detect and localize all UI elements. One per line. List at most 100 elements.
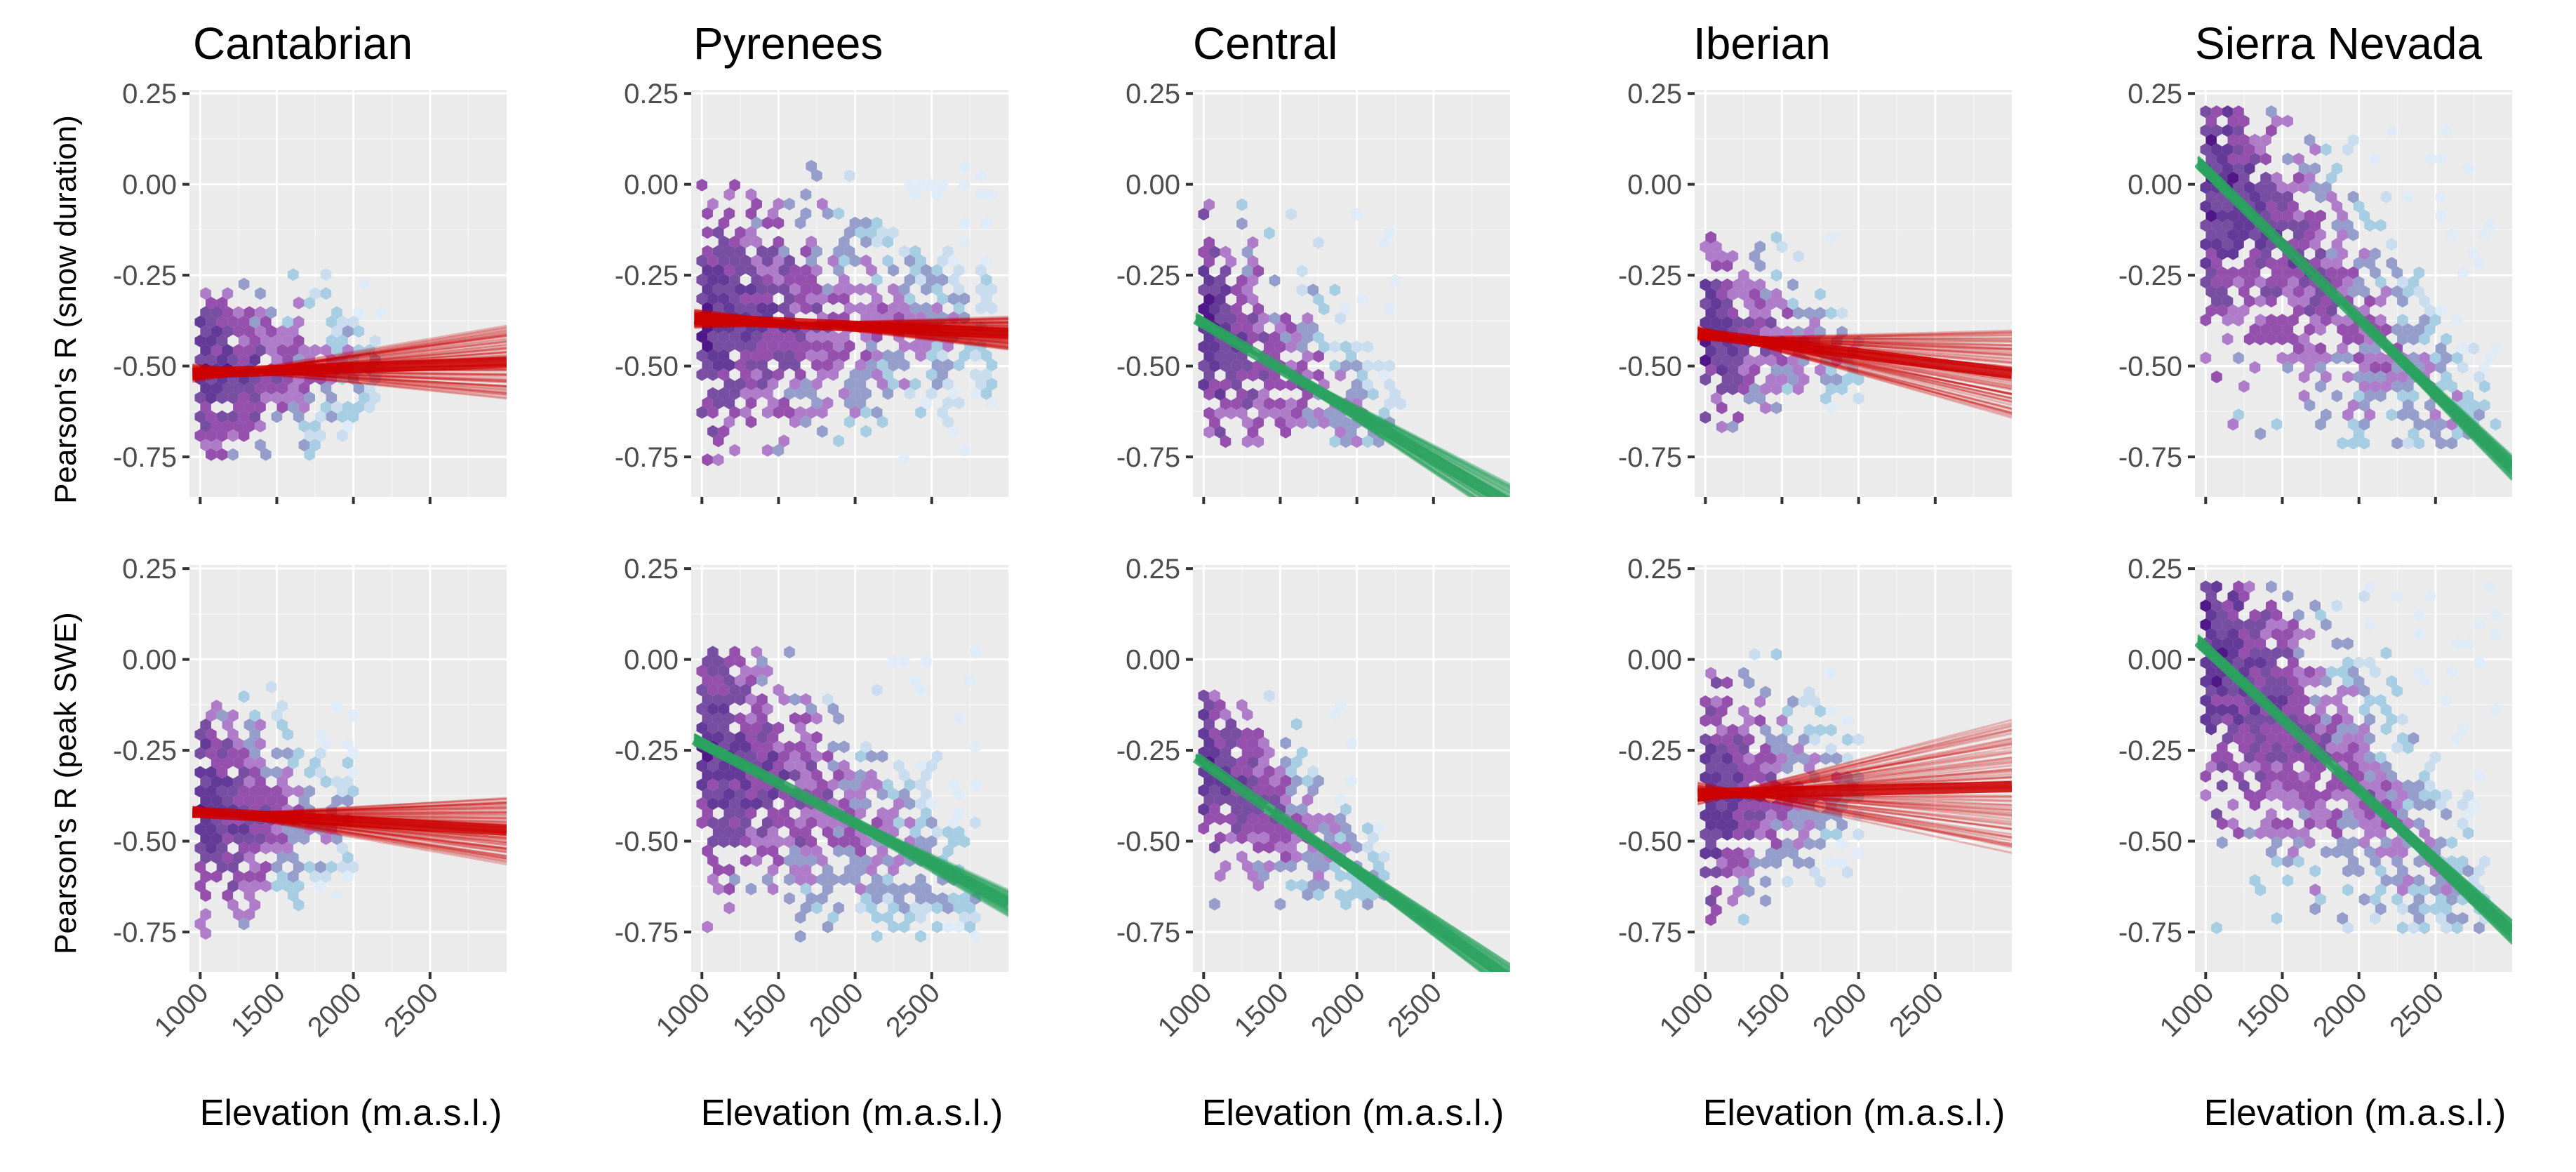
hexbin-cell [2358,342,2370,355]
hexbin-cell [937,406,948,419]
hexbin-cell [1803,686,1815,699]
hexbin-cell [762,702,773,716]
hexbin-cell [233,382,244,395]
hexbin-cell [1738,799,1749,813]
hexbin-cell [243,325,255,338]
hexbin-cell [1815,364,1826,377]
hexbin-cell [2474,618,2485,632]
hexbin-cell [740,665,752,678]
hexbin-cell [2200,694,2212,707]
hexbin-cell [2441,694,2452,707]
hexbin-cell [1760,326,1771,339]
hexbin-cell [1705,837,1716,851]
hexbin-cell [1721,827,1733,841]
hexbin-cell [745,750,757,763]
hexbin-cell [1220,378,1232,392]
hexbin-cell [1198,803,1210,816]
hexbin-cell [2413,418,2425,431]
hexbin-cell [827,816,839,830]
hexbin-cell [1236,198,1248,211]
hexbin-cell [723,359,735,372]
hexbin-cell [827,778,839,792]
hexbin-cell [942,920,954,933]
hexbin-cell [2347,665,2359,679]
hexbin-cell [2227,304,2239,317]
hexbin-cell [1345,831,1357,844]
hexbin-cell [364,382,375,395]
hexbin-cell [200,287,211,300]
hexbin-cell [2408,352,2420,365]
hexbin-cell [806,759,817,773]
hexbin-cell [1733,771,1744,784]
hexbin-cell [260,879,272,893]
hexbin-cell [2309,808,2321,821]
hexbin-cell [331,700,342,712]
hexbin-cell [839,349,850,362]
hexbin-cell [2408,427,2420,441]
hexbin-cell [2435,912,2447,925]
hexbin-cell [2358,437,2370,450]
hexbin-cell [1787,695,1798,708]
hexbin-cell [953,264,965,277]
hexbin-cell [1236,736,1248,750]
hexbin-cell [2238,133,2250,147]
hexbin-cell [2391,836,2403,849]
hexbin-cell [909,264,921,277]
hexbin-cell [194,917,206,931]
hexbin-cell [800,207,812,220]
hexbin-cell [2413,627,2425,641]
hexbin-cell [931,901,943,914]
hexbin-cell [2266,181,2277,194]
hexbin-cell [1236,755,1248,768]
hexbin-cell [271,785,283,798]
hexbin-cell [729,646,740,659]
hexbin-cell [1203,293,1215,306]
hexbin-cell [2321,408,2332,422]
hexbin-cell [1743,865,1755,879]
hexbin-cell [817,892,828,905]
hexbin-cell [888,901,899,914]
hexbin-cell [904,797,916,811]
hexbin-cell [1247,774,1259,787]
hexbin-cell [784,854,795,867]
x-tick-label: 1500 [1229,977,1295,1043]
hexbin-cell [2337,912,2348,925]
hexbin-cell [200,927,211,940]
hexbin-cell [2249,228,2261,241]
hexbin-cell [1329,416,1341,429]
hexbin-cell [2249,703,2261,717]
hexbin-cell [1203,198,1215,211]
hexbin-cell [1798,695,1810,708]
hexbin-cell [953,901,965,914]
hexbin-cell [2233,276,2244,289]
hexbin-cell [740,778,752,792]
hexbin-cell [206,391,217,404]
hexbin-cell [265,832,277,845]
hexbin-cell [1340,416,1352,429]
hexbin-cell [265,325,277,338]
hexbin-cell [288,401,299,414]
hexbin-cell [1825,743,1837,756]
hexbin-cell [1716,705,1728,718]
hexbin-cell [1362,841,1373,854]
hexbin-cell [723,302,735,315]
hexbin-cell [871,216,883,229]
hexbin-cell [222,382,234,395]
hexbin-cell [773,273,785,286]
hexbin-cell [2276,333,2288,346]
hexbin-cell [745,825,757,839]
hexbin-cell [206,353,217,366]
hexbin-cell [800,806,812,820]
hexbin-cell [822,397,834,410]
hexbin-cell [1705,288,1716,301]
hexbin-cell [806,702,817,716]
fit-line-core [1193,752,1510,972]
hexbin-cell [1286,208,1297,221]
hexbin-cell [1738,875,1749,888]
hexbin-cell [2397,314,2408,327]
hexbin-cell [2402,285,2414,298]
hexbin-cell [800,901,812,914]
hexbin-cell [1329,340,1341,354]
hexbin-cell [2364,694,2375,707]
hexbin-cell [211,851,222,864]
